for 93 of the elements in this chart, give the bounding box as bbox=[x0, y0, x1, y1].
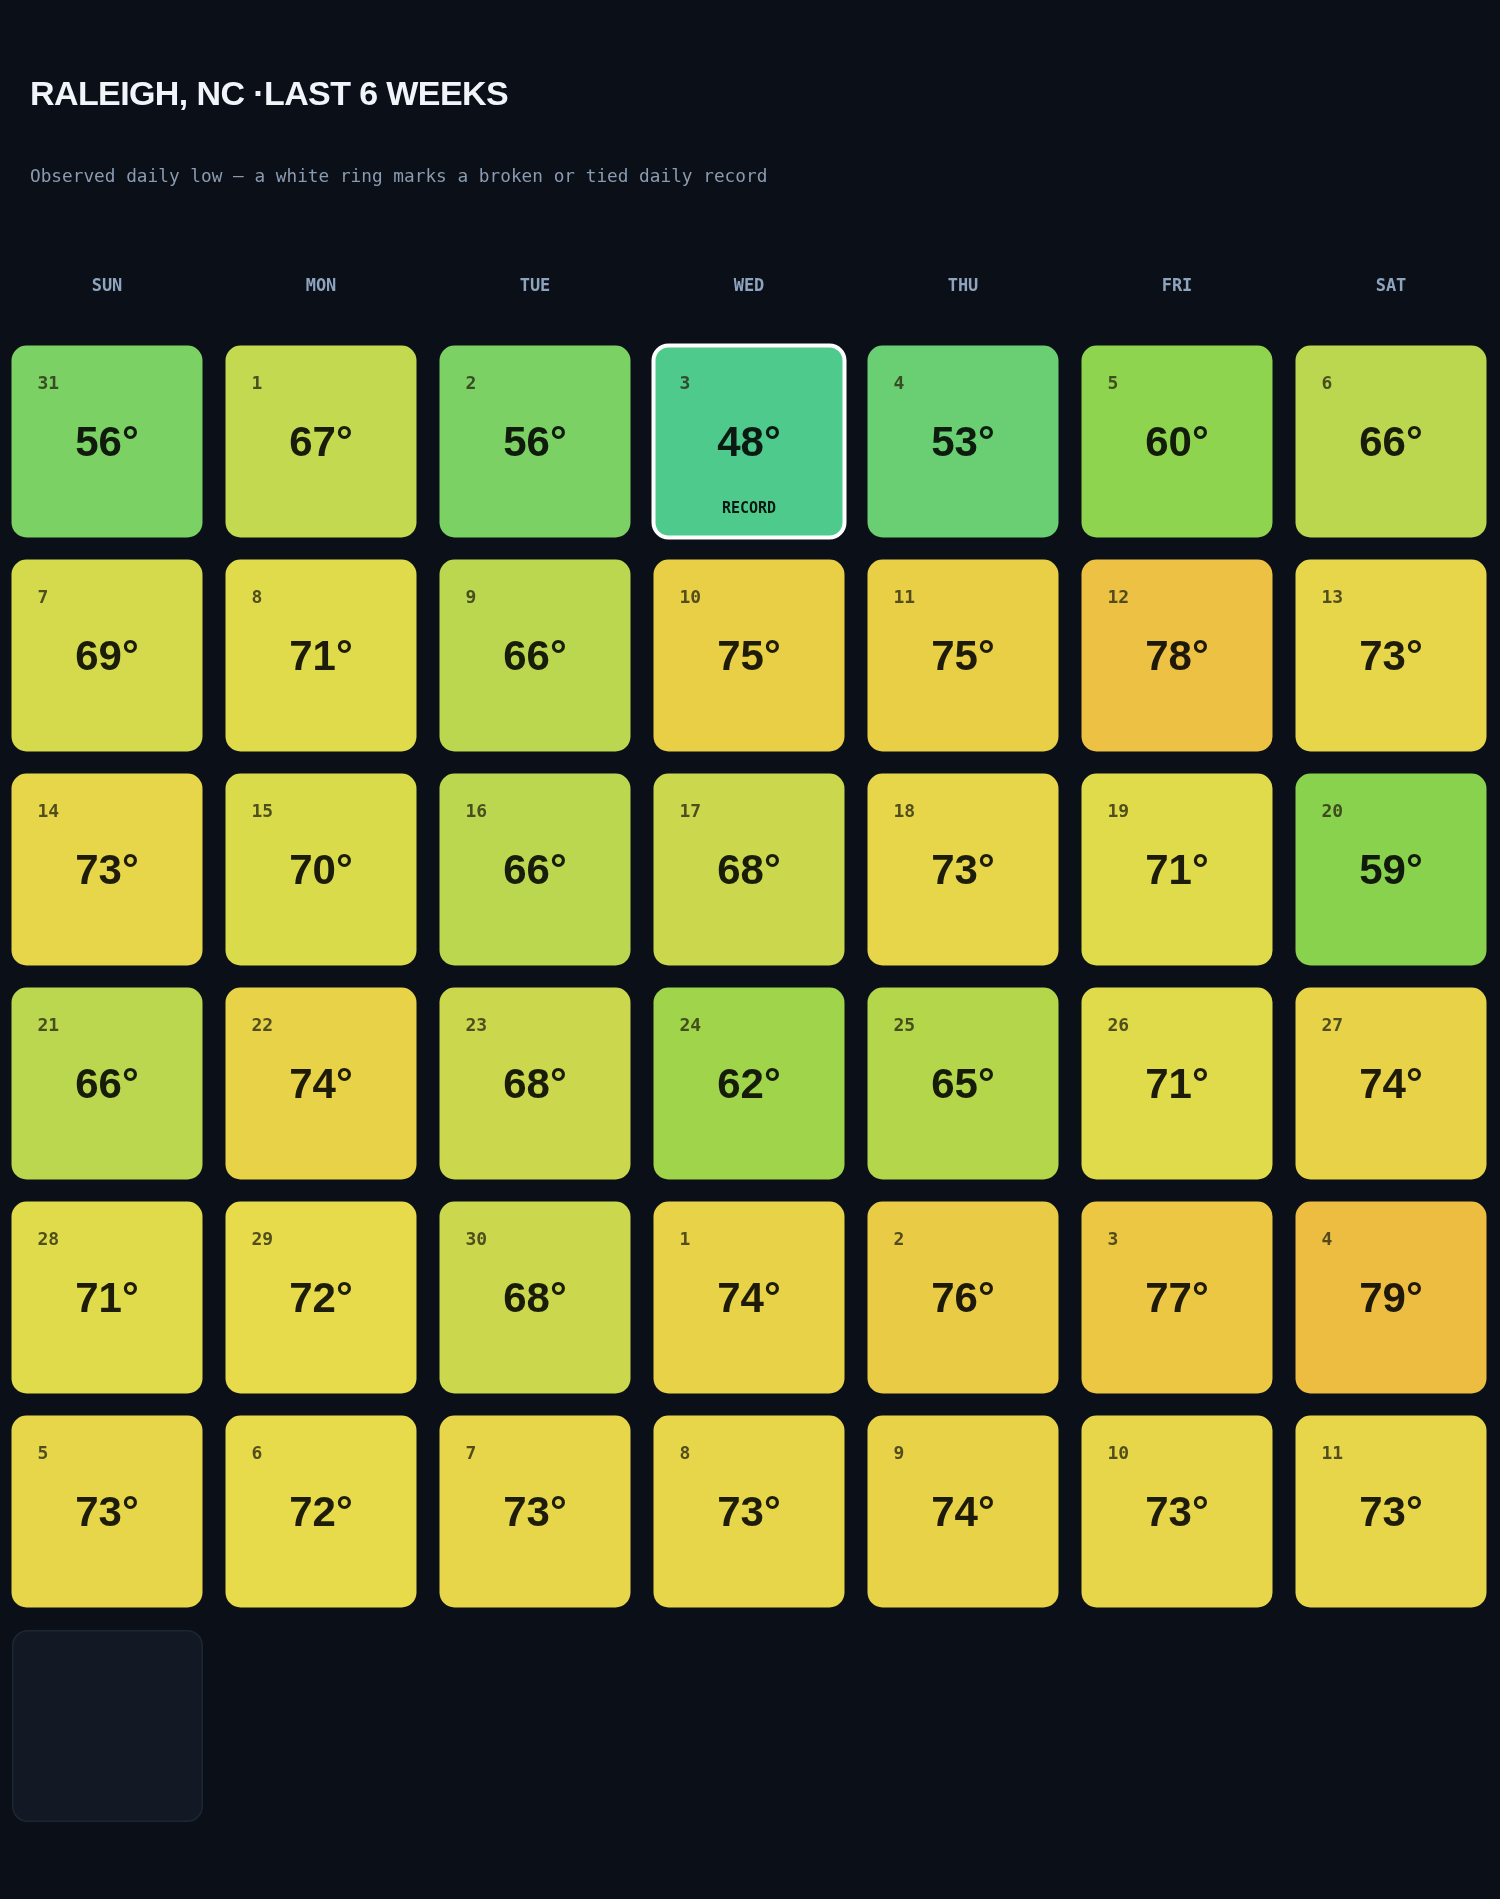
annotation: 13 bbox=[1321, 585, 1344, 607]
data-label: 73° bbox=[1145, 1487, 1209, 1535]
data-label: 71° bbox=[1145, 1059, 1209, 1107]
x-tick-label: WED bbox=[733, 274, 765, 295]
annotation: 20 bbox=[1321, 799, 1344, 821]
annotation: 2 bbox=[465, 371, 477, 393]
data-label: 72° bbox=[289, 1273, 353, 1321]
annotation: 21 bbox=[37, 1013, 60, 1035]
data-label: 73° bbox=[75, 1487, 139, 1535]
annotation: 6 bbox=[251, 1441, 263, 1463]
data-label: 65° bbox=[931, 1059, 995, 1107]
annotation: 9 bbox=[465, 585, 477, 607]
data-label: 66° bbox=[1359, 417, 1423, 465]
x-tick-label: THU bbox=[947, 274, 979, 295]
data-label: 73° bbox=[75, 845, 139, 893]
chart-title: RALEIGH, NC ·LAST 6 WEEKS bbox=[30, 74, 509, 112]
annotation: 19 bbox=[1107, 799, 1130, 821]
data-label: 72° bbox=[289, 1487, 353, 1535]
data-label: 74° bbox=[717, 1273, 781, 1321]
data-label: 68° bbox=[717, 845, 781, 893]
annotation: 4 bbox=[1321, 1227, 1333, 1249]
data-label: 60° bbox=[1145, 417, 1209, 465]
annotation: 11 bbox=[1321, 1441, 1344, 1463]
annotation: 5 bbox=[1107, 371, 1119, 393]
annotation: 22 bbox=[251, 1013, 274, 1035]
annotation: 25 bbox=[893, 1013, 916, 1035]
x-tick-label: MON bbox=[305, 274, 337, 295]
annotation: 9 bbox=[893, 1441, 905, 1463]
annotation: 4 bbox=[893, 371, 905, 393]
data-label: 53° bbox=[931, 417, 995, 465]
data-label: 66° bbox=[503, 631, 567, 679]
annotation: 27 bbox=[1321, 1013, 1344, 1035]
annotation: 12 bbox=[1107, 585, 1130, 607]
annotation: 14 bbox=[37, 799, 60, 821]
data-label: 62° bbox=[717, 1059, 781, 1107]
annotation: 17 bbox=[679, 799, 702, 821]
data-label: 59° bbox=[1359, 845, 1423, 893]
annotation: 1 bbox=[679, 1227, 691, 1249]
annotation: 3 bbox=[679, 371, 691, 393]
data-label: 74° bbox=[931, 1487, 995, 1535]
data-label: 74° bbox=[289, 1059, 353, 1107]
annotation: 31 bbox=[37, 371, 60, 393]
annotation: 5 bbox=[37, 1441, 49, 1463]
data-label: 69° bbox=[75, 631, 139, 679]
annotation: 29 bbox=[251, 1227, 274, 1249]
data-label: 77° bbox=[1145, 1273, 1209, 1321]
annotation: 30 bbox=[465, 1227, 488, 1249]
annotation: 7 bbox=[465, 1441, 477, 1463]
data-label: 79° bbox=[1359, 1273, 1423, 1321]
annotation: 2 bbox=[893, 1227, 905, 1249]
data-label: 78° bbox=[1145, 631, 1209, 679]
annotation: 8 bbox=[679, 1441, 691, 1463]
data-label: 73° bbox=[931, 845, 995, 893]
annotation: 26 bbox=[1107, 1013, 1130, 1035]
x-tick-label: TUE bbox=[519, 274, 551, 295]
data-label: 74° bbox=[1359, 1059, 1423, 1107]
data-label: 76° bbox=[931, 1273, 995, 1321]
data-label: 73° bbox=[503, 1487, 567, 1535]
annotation: 3 bbox=[1107, 1227, 1119, 1249]
data-label: 75° bbox=[931, 631, 995, 679]
annotation: 23 bbox=[465, 1013, 488, 1035]
annotation: 8 bbox=[251, 585, 263, 607]
data-label: 71° bbox=[289, 631, 353, 679]
annotation: 6 bbox=[1321, 371, 1333, 393]
x-tick-label: SAT bbox=[1375, 274, 1407, 295]
annotation: 7 bbox=[37, 585, 49, 607]
annotation: 16 bbox=[465, 799, 488, 821]
x-tick-label: FRI bbox=[1161, 274, 1193, 295]
annotation: 10 bbox=[1107, 1441, 1130, 1463]
data-label: 73° bbox=[717, 1487, 781, 1535]
chart-subtitle: Observed daily low — a white ring marks a broken or tied daily record bbox=[30, 165, 768, 187]
data-label: 71° bbox=[75, 1273, 139, 1321]
annotation: 28 bbox=[37, 1227, 60, 1249]
annotation: 24 bbox=[679, 1013, 702, 1035]
annotation: 18 bbox=[893, 799, 916, 821]
data-label: 66° bbox=[503, 845, 567, 893]
data-label: 48° RECORD bbox=[717, 417, 781, 517]
data-label: 67° bbox=[289, 417, 353, 465]
annotation: 15 bbox=[251, 799, 274, 821]
data-label: 70° bbox=[289, 845, 353, 893]
data-label: 75° bbox=[717, 631, 781, 679]
data-label: 56° bbox=[75, 417, 139, 465]
data-label: 71° bbox=[1145, 845, 1209, 893]
data-label: 73° bbox=[1359, 631, 1423, 679]
data-label: 68° bbox=[503, 1059, 567, 1107]
annotation: 1 bbox=[251, 371, 263, 393]
data-label: 66° bbox=[75, 1059, 139, 1107]
data-label: 56° bbox=[503, 417, 567, 465]
x-tick-label: SUN bbox=[91, 274, 123, 295]
annotation: 10 bbox=[679, 585, 702, 607]
annotation: 11 bbox=[893, 585, 916, 607]
data-label: 68° bbox=[503, 1273, 567, 1321]
data-label: 73° bbox=[1359, 1487, 1423, 1535]
